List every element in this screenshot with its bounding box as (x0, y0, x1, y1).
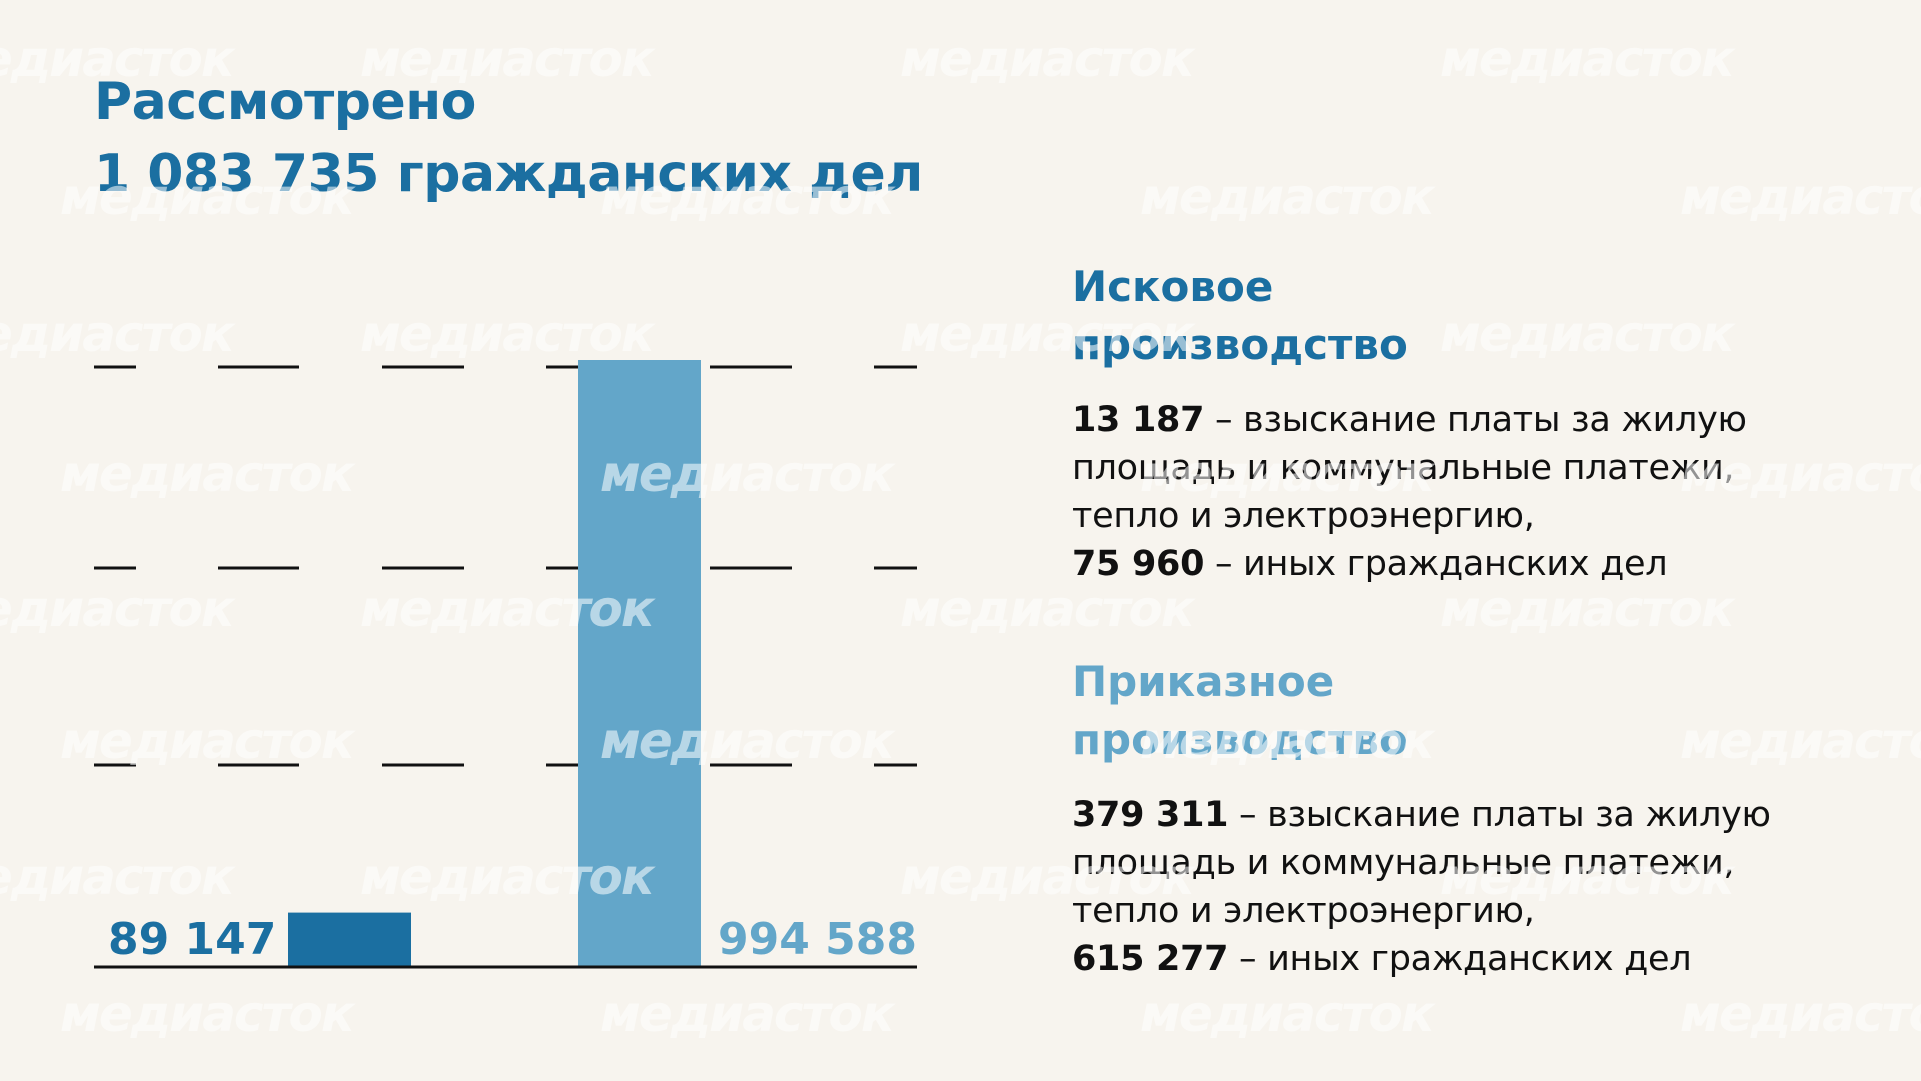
section-prikaz-body: 379 311 – взыскание платы за жилую площа… (1072, 791, 1892, 983)
chart-value-labels: 89 147 994 588 (108, 914, 917, 965)
iskovoe-item1-text-b: площадь и коммунальные платежи, (1072, 448, 1735, 488)
prikaz-item2-text: – иных гражданских дел (1228, 939, 1692, 979)
section-iskovoe-body: 13 187 – взыскание платы за жилую площад… (1072, 396, 1892, 588)
section-prikaz: Приказное производство 379 311 – взыскан… (1072, 653, 1892, 983)
section-prikaz-heading: Приказное производство (1072, 653, 1892, 769)
watermark: медиасток (1440, 580, 1735, 638)
prikaz-item1-text-b: площадь и коммунальные платежи, (1072, 843, 1735, 883)
body-line: 379 311 – взыскание платы за жилую (1072, 791, 1892, 839)
body-line: 75 960 – иных гражданских дел (1072, 540, 1892, 588)
section-prikaz-heading-line-2: производство (1072, 715, 1408, 764)
section-prikaz-heading-line-1: Приказное (1072, 657, 1335, 706)
title-line-1: Рассмотрено (94, 72, 476, 132)
iskovoe-item1-text-c: тепло и электроэнергию, (1072, 496, 1535, 536)
prikaz-item1-text-c: тепло и электроэнергию, (1072, 891, 1535, 931)
section-iskovoe-heading-line-1: Исковое (1072, 262, 1274, 311)
iskovoe-item2-text: – иных гражданских дел (1204, 544, 1668, 584)
body-line: 13 187 – взыскание платы за жилую (1072, 396, 1892, 444)
watermark: медиасток (1680, 168, 1921, 226)
chart-grid (94, 365, 917, 767)
chart-bars (288, 360, 701, 967)
iskovoe-item1-text-a: – взыскание платы за жилую (1204, 400, 1747, 440)
watermark: медиасток (1680, 985, 1921, 1043)
prikaz-item1-number: 379 311 (1072, 795, 1229, 835)
watermark: медиасток (1140, 168, 1435, 226)
value-label-iskovoe: 89 147 (108, 914, 276, 965)
iskovoe-item1-number: 13 187 (1072, 400, 1205, 440)
value-label-prikaz: 994 588 (718, 914, 917, 965)
prikaz-item1-text-a: – взыскание платы за жилую (1228, 795, 1771, 835)
bar-iskovoe (288, 912, 411, 967)
body-line: 615 277 – иных гражданских дел (1072, 935, 1892, 983)
watermark: медиасток (1140, 985, 1435, 1043)
section-iskovoe: Исковое производство 13 187 – взыскание … (1072, 258, 1892, 588)
section-iskovoe-heading: Исковое производство (1072, 258, 1892, 374)
bar-chart: 89 147 994 588 (94, 360, 917, 969)
prikaz-item2-number: 615 277 (1072, 939, 1229, 979)
page-title: Рассмотрено 1 083 735 гражданских дел (94, 66, 923, 210)
section-iskovoe-heading-line-2: производство (1072, 320, 1408, 369)
watermark: медиасток (1440, 30, 1735, 88)
bar-prikaz (578, 360, 701, 967)
iskovoe-item2-number: 75 960 (1072, 544, 1205, 584)
title-line-2: 1 083 735 гражданских дел (94, 144, 923, 204)
